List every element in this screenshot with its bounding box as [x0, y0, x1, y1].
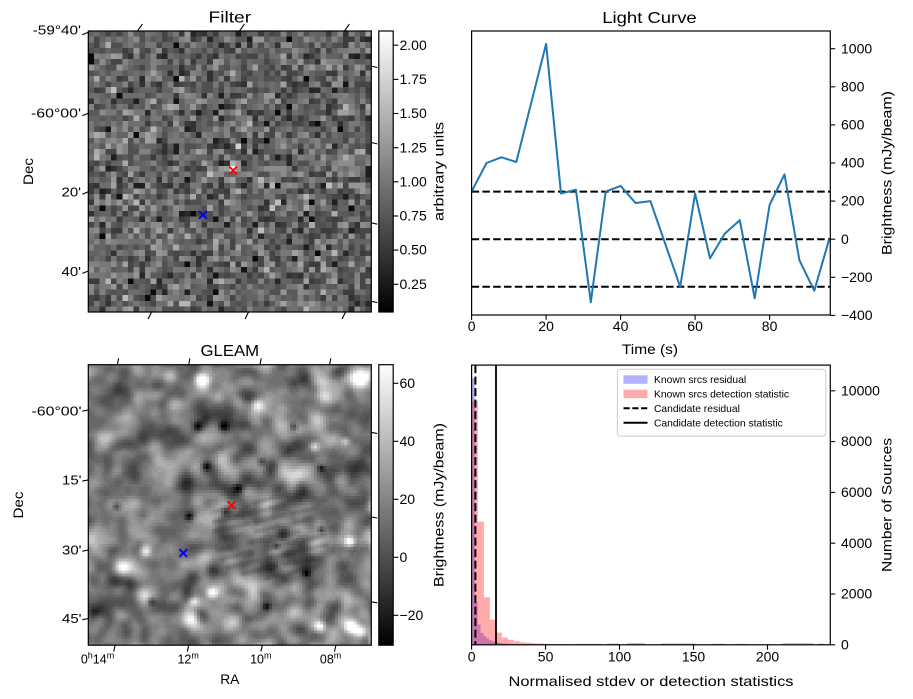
svg-text:−20: −20	[400, 607, 424, 623]
svg-text:0.75: 0.75	[400, 208, 427, 224]
svg-text:40: 40	[400, 433, 416, 449]
svg-text:−200: −200	[841, 269, 873, 285]
svg-text:4000: 4000	[841, 535, 872, 551]
svg-text:Candidate detection statistic: Candidate detection statistic	[654, 418, 783, 429]
svg-text:60: 60	[400, 375, 416, 391]
svg-text:-60°00': -60°00'	[31, 106, 81, 121]
svg-text:2000: 2000	[841, 586, 872, 602]
svg-text:Filter: Filter	[209, 10, 252, 27]
svg-text:-60°00': -60°00'	[32, 403, 82, 418]
svg-text:8000: 8000	[841, 433, 872, 449]
svg-text:-59°40': -59°40'	[33, 23, 81, 38]
svg-text:Brightness (mJy/beam): Brightness (mJy/beam)	[879, 91, 895, 255]
svg-text:800: 800	[841, 78, 865, 94]
svg-text:20: 20	[538, 318, 554, 334]
svg-text:−400: −400	[841, 307, 873, 323]
svg-text:10000: 10000	[841, 382, 880, 398]
svg-text:Known srcs residual: Known srcs residual	[654, 375, 746, 386]
svg-text:20: 20	[400, 491, 416, 507]
svg-text:600: 600	[841, 117, 865, 133]
svg-text:6000: 6000	[841, 484, 872, 500]
svg-text:20': 20'	[62, 185, 82, 200]
svg-text:2.00: 2.00	[400, 37, 427, 53]
svg-text:30': 30'	[62, 543, 82, 558]
svg-text:400: 400	[841, 155, 865, 171]
svg-text:Time (s): Time (s)	[622, 341, 678, 357]
svg-text:1000: 1000	[841, 40, 872, 56]
svg-text:arbitrary units: arbitrary units	[431, 122, 447, 221]
svg-text:Dec: Dec	[10, 492, 26, 519]
svg-text:200: 200	[756, 649, 780, 665]
svg-text:1.25: 1.25	[400, 139, 427, 155]
svg-text:40: 40	[613, 318, 629, 334]
svg-text:200: 200	[841, 193, 865, 209]
svg-text:15': 15'	[62, 473, 82, 488]
svg-text:Dec: Dec	[20, 158, 36, 185]
svg-text:0: 0	[841, 636, 849, 652]
svg-text:Number of Sources: Number of Sources	[879, 438, 895, 572]
svg-text:0.25: 0.25	[400, 276, 427, 292]
svg-text:GLEAM: GLEAM	[201, 343, 260, 360]
svg-text:0: 0	[468, 318, 476, 334]
svg-text:0: 0	[400, 549, 408, 565]
svg-text:0.50: 0.50	[400, 242, 427, 258]
svg-text:Normalised stdev or detection: Normalised stdev or detection statistics	[509, 673, 794, 689]
svg-text:RA: RA	[220, 671, 240, 687]
svg-text:50: 50	[538, 649, 554, 665]
svg-text:80: 80	[762, 318, 778, 334]
svg-text:1.50: 1.50	[400, 105, 427, 121]
svg-text:60: 60	[687, 318, 703, 334]
svg-text:1.75: 1.75	[400, 71, 427, 87]
svg-text:1.00: 1.00	[400, 173, 427, 189]
svg-text:150: 150	[682, 649, 706, 665]
svg-text:45': 45'	[62, 611, 82, 626]
svg-text:Light Curve: Light Curve	[602, 10, 697, 27]
svg-text:40': 40'	[62, 264, 82, 279]
svg-text:100: 100	[608, 649, 632, 665]
svg-text:0: 0	[468, 649, 476, 665]
svg-text:Known srcs detection statistic: Known srcs detection statistic	[654, 390, 789, 401]
svg-text:Brightness (mJy/beam): Brightness (mJy/beam)	[431, 423, 447, 587]
svg-text:Candidate residual: Candidate residual	[654, 404, 740, 415]
svg-text:0: 0	[841, 231, 849, 247]
